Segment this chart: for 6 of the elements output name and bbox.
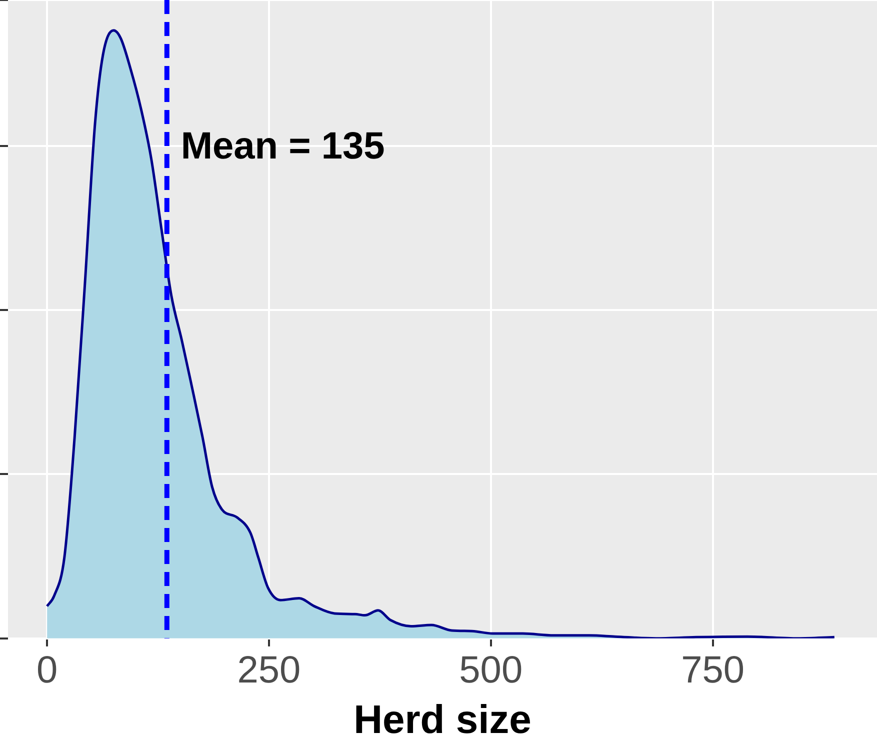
x-tick-label: 0 (36, 650, 58, 692)
x-tick-label: 500 (459, 650, 523, 692)
x-axis-title: Herd size (354, 698, 532, 742)
x-tick-label: 250 (237, 650, 301, 692)
ref-line-label: Mean = 135 (180, 125, 385, 168)
x-tick-label: 750 (681, 650, 744, 692)
